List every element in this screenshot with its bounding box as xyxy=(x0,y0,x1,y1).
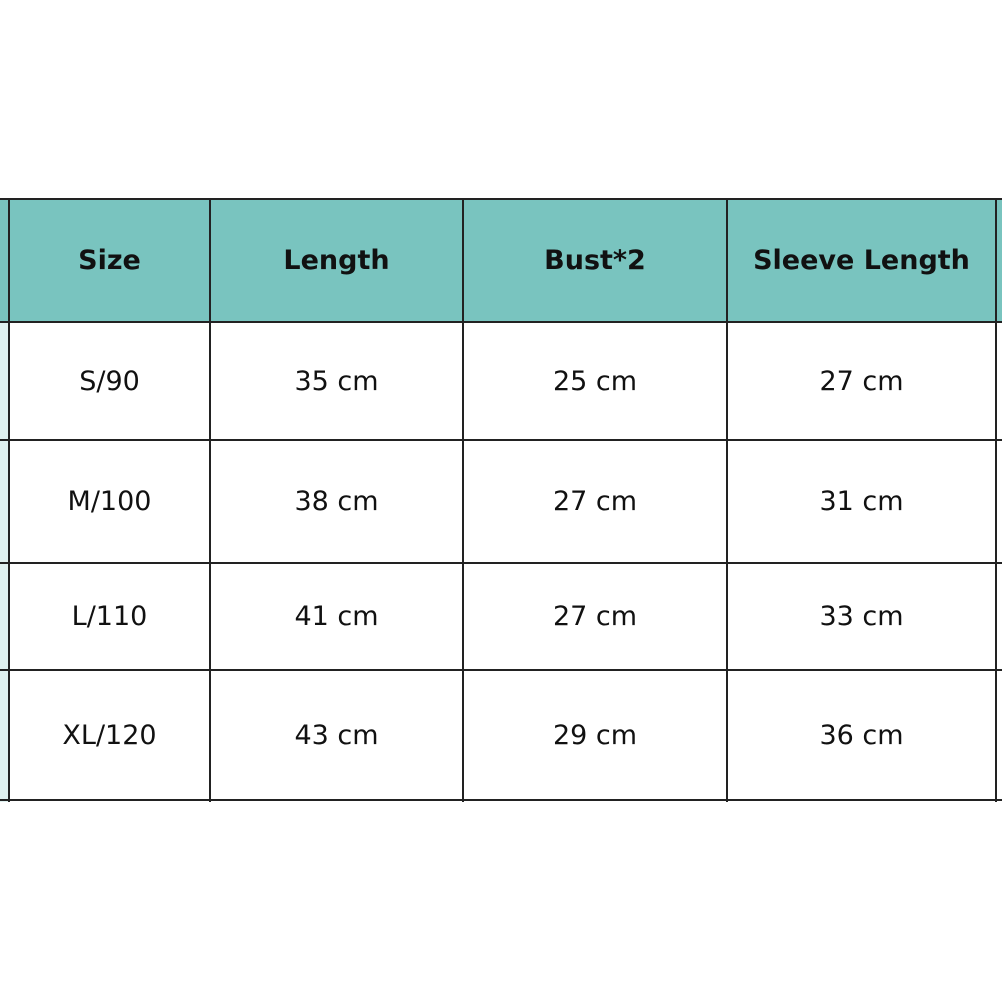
column-divider xyxy=(726,198,728,802)
cell-size: L/110 xyxy=(71,601,148,632)
header-sleeve-length: Sleeve Length xyxy=(727,198,996,322)
column-divider xyxy=(462,198,464,802)
row-divider xyxy=(0,439,1002,441)
cell-sleeve-length: 27 cm xyxy=(819,365,904,397)
left-partial-header xyxy=(0,198,8,322)
cell-length: 35 cm xyxy=(294,365,379,397)
column-divider xyxy=(209,198,211,802)
right-partial-header xyxy=(997,198,1002,322)
row-divider xyxy=(0,562,1002,564)
cell-bust: 27 cm xyxy=(552,601,638,632)
cell-bust: 25 cm xyxy=(552,365,638,397)
cell-size: M/100 xyxy=(67,486,152,517)
header-bust: Bust*2 xyxy=(463,198,727,322)
left-partial-column xyxy=(0,198,8,802)
cell-sleeve-length: 36 cm xyxy=(819,719,904,751)
cell-sleeve-length: 31 cm xyxy=(819,486,904,517)
header-size: Size xyxy=(9,198,210,322)
row-divider xyxy=(0,198,1002,200)
cell-size: S/90 xyxy=(79,365,140,397)
cell-bust: 27 cm xyxy=(552,486,638,517)
cell-sleeve-length: 33 cm xyxy=(819,601,904,632)
row-divider xyxy=(0,799,1002,801)
header-length: Length xyxy=(210,198,463,322)
column-divider xyxy=(8,198,10,802)
cell-bust: 29 cm xyxy=(552,719,638,751)
cell-length: 41 cm xyxy=(294,601,379,632)
cell-size: XL/120 xyxy=(62,719,157,751)
column-divider xyxy=(995,198,997,802)
row-divider xyxy=(0,321,1002,323)
size-chart-table: Size Length Bust*2 Sleeve Length S/90 35 cm 25… xyxy=(0,198,1002,802)
cell-length: 43 cm xyxy=(294,719,379,751)
row-divider xyxy=(0,669,1002,671)
cell-length: 38 cm xyxy=(294,486,379,517)
